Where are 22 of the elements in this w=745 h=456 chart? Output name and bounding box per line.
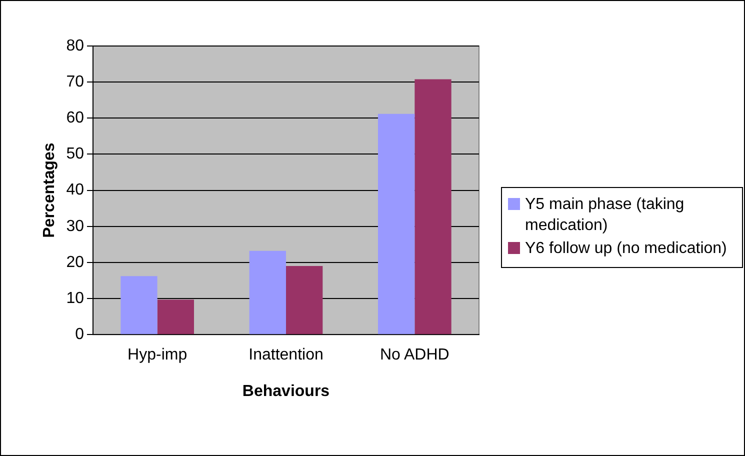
x-tick-label: Hyp-imp	[128, 346, 188, 364]
y-tick-label: 80	[66, 37, 84, 54]
bar	[286, 266, 323, 334]
y-tick-label: 70	[66, 73, 84, 90]
y-tick-label: 40	[66, 182, 84, 199]
bar	[378, 114, 415, 334]
bar	[414, 79, 452, 334]
bar	[157, 300, 194, 334]
bar	[120, 276, 158, 334]
y-tick-label: 30	[66, 218, 84, 235]
x-tick-label: Inattention	[248, 346, 324, 364]
bar	[249, 250, 286, 334]
legend-label: Y5 main phase (taking medication)	[525, 195, 686, 236]
legend-label: Y6 follow up (no medication)	[525, 239, 727, 259]
y-tick-label: 20	[66, 254, 84, 271]
y-axis-title: Percentages	[41, 142, 58, 238]
y-tick-label: 60	[66, 110, 84, 127]
x-axis-title: Behaviours	[242, 382, 330, 400]
y-tick-label: 10	[66, 290, 84, 307]
y-tick-label: 0	[75, 326, 84, 344]
x-tick-label: No ADHD	[380, 346, 450, 364]
y-tick-label: 50	[66, 146, 84, 163]
